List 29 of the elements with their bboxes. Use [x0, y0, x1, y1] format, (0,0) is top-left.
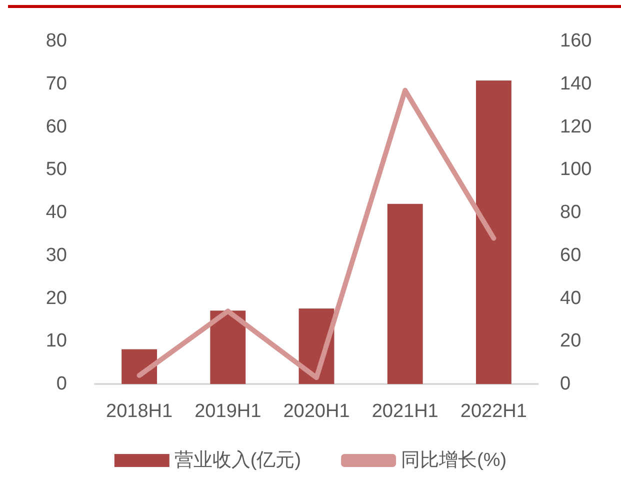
y2-tick-label: 20 [560, 330, 582, 352]
bar [387, 204, 423, 384]
y2-tick-label: 40 [560, 288, 582, 309]
y-tick-label: 40 [46, 202, 67, 223]
y-tick-label: 20 [46, 288, 67, 309]
y-tick-label: 0 [56, 374, 67, 394]
x-tick-label: 2022H1 [460, 401, 527, 422]
legend-label: 同比增长(%) [401, 450, 507, 471]
bar [122, 349, 158, 384]
y2-tick-label: 100 [560, 159, 592, 180]
y-tick-label: 60 [46, 116, 67, 138]
y-tick-label: 10 [46, 330, 67, 352]
x-tick-label: 2018H1 [106, 401, 173, 422]
x-tick-label: 2019H1 [194, 401, 262, 422]
legend-label: 营业收入(亿元) [174, 450, 302, 471]
y-tick-label: 50 [46, 159, 67, 180]
y2-tick-label: 60 [560, 244, 582, 266]
x-tick-label: 2021H1 [372, 401, 438, 422]
y-tick-label: 70 [46, 73, 67, 94]
y2-tick-label: 160 [560, 30, 592, 52]
y2-tick-label: 140 [560, 73, 592, 94]
y2-tick-label: 80 [560, 202, 582, 223]
bar [476, 80, 512, 384]
bar [210, 310, 246, 384]
y-tick-label: 80 [46, 30, 67, 52]
y2-tick-label: 120 [560, 116, 592, 138]
y2-tick-label: 0 [560, 374, 571, 394]
y-tick-label: 30 [46, 244, 67, 266]
x-tick-label: 2020H1 [283, 401, 350, 422]
